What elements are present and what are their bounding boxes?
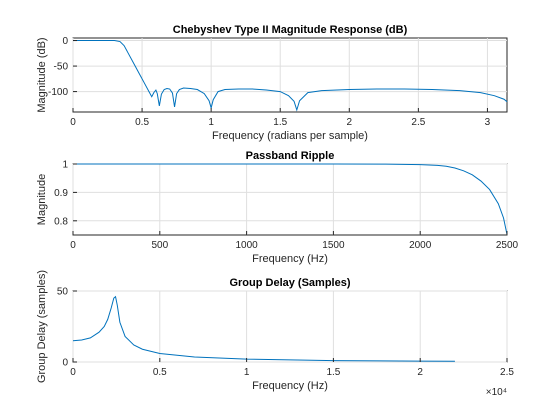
axes-frame-1: [72, 37, 508, 113]
subplot-magnitude-response: 0 0.5 1 1.5 2 2.5 3 -100 -50 0 Chebyshev Type II …: [36, 24, 508, 142]
xlabel-2: Frequency (Hz): [252, 253, 328, 265]
y-tick-label: 0.8: [54, 216, 68, 227]
y-tick-label: -50: [54, 62, 69, 73]
x-tick-label: 2500: [496, 240, 519, 251]
x-tick-label: 1.5: [326, 367, 340, 378]
ylabel-2: Magnitude: [36, 174, 48, 225]
series-line-magnitude: [73, 40, 508, 112]
x-tick-label: 2: [417, 367, 423, 378]
series-line-group-delay: [72, 295, 455, 362]
x-tick-label: 0.5: [153, 367, 167, 378]
ylabel-1: Magnitude (dB): [36, 37, 48, 112]
y-tick-label: 0: [62, 358, 68, 369]
x-tick-label: 2.5: [500, 367, 514, 378]
xlabel-3: Frequency (Hz): [252, 380, 328, 392]
ticks-2: 0 500 1000 1500 2000 2500 0.8 0.9 1: [54, 160, 518, 252]
ylabel-3: Group Delay (samples): [36, 270, 48, 383]
gridlines-3: [72, 290, 508, 363]
title-magnitude: Chebyshev Type II Magnitude Response (dB…: [173, 24, 408, 36]
y-tick-label: 0: [62, 36, 68, 47]
x-exponent-label: ×10⁴: [486, 387, 507, 398]
y-tick-label: 50: [57, 287, 69, 298]
y-tick-label: 1: [62, 160, 68, 171]
gridlines-1: [72, 38, 507, 112]
title-group-delay: Group Delay (Samples): [229, 277, 350, 289]
x-tick-label: 0: [70, 117, 76, 128]
x-tick-label: 2.5: [411, 117, 425, 128]
x-tick-label: 1.5: [273, 117, 287, 128]
x-tick-label: 2000: [409, 240, 432, 251]
x-tick-label: 0: [70, 240, 76, 251]
x-tick-label: 0.5: [135, 117, 149, 128]
title-ripple: Passband Ripple: [246, 150, 335, 162]
subplot-passband-ripple: 0 500 1000 1500 2000 2500 0.8 0.9 1 Passband Rip…: [36, 150, 519, 265]
series-line-ripple: [73, 163, 508, 235]
x-tick-label: 1500: [322, 240, 345, 251]
y-tick-label: -100: [48, 87, 68, 98]
x-tick-label: 2: [347, 117, 353, 128]
x-tick-label: 1000: [235, 240, 258, 251]
x-tick-label: 1: [208, 117, 214, 128]
x-tick-label: 3: [485, 117, 491, 128]
x-tick-label: 1: [244, 367, 250, 378]
ticks-1: 0 0.5 1 1.5 2 2.5 3 -100 -50 0: [48, 36, 491, 128]
axes-frame-2: [72, 163, 508, 236]
subplot-group-delay: 0 0.5 1 1.5 2 2.5 0 50 Group Delay (Samples) Fr…: [36, 270, 514, 398]
x-tick-label: 0: [70, 367, 76, 378]
axes-frame-3: [72, 290, 508, 363]
y-tick-label: 0.9: [54, 188, 68, 199]
xlabel-1: Frequency (radians per sample): [212, 130, 368, 142]
x-tick-label: 500: [151, 240, 168, 251]
ticks-3: 0 0.5 1 1.5 2 2.5 0 50: [57, 287, 515, 379]
